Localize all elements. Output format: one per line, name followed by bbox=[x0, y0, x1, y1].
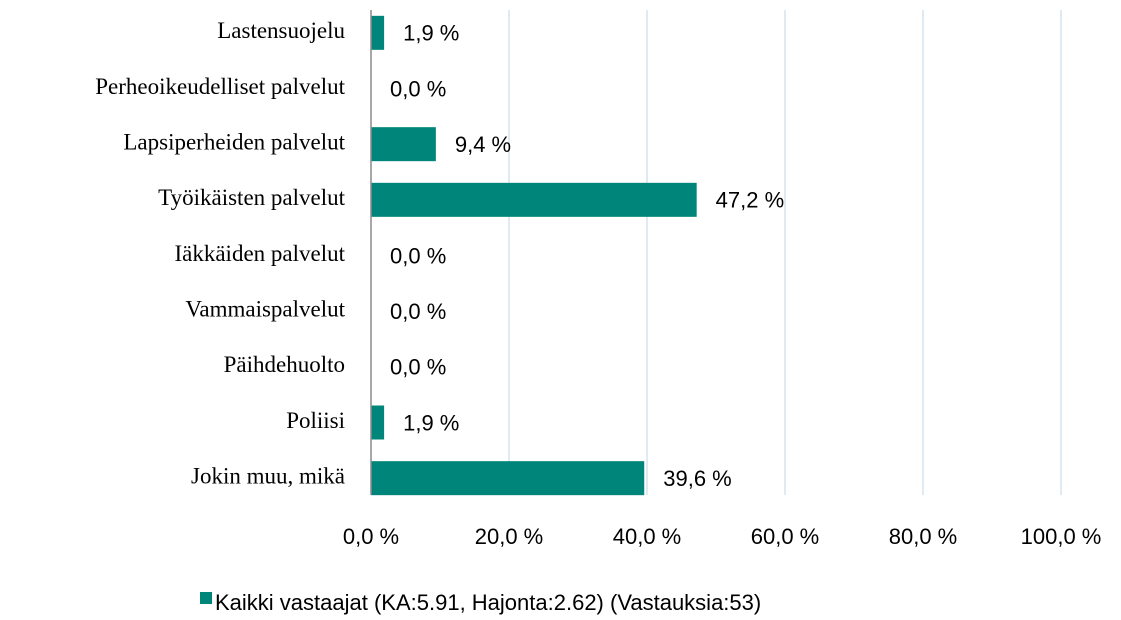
bar bbox=[371, 182, 697, 217]
data-label: 0,0 % bbox=[390, 243, 446, 268]
y-tick-label: Poliisi bbox=[286, 408, 345, 433]
x-tick-label: 60,0 % bbox=[751, 524, 820, 549]
x-tick-label: 80,0 % bbox=[889, 524, 958, 549]
bar bbox=[371, 15, 385, 50]
data-label: 47,2 % bbox=[716, 188, 785, 213]
data-label: 0,0 % bbox=[390, 76, 446, 101]
data-label: 1,9 % bbox=[403, 410, 459, 435]
y-tick-label: Työikäisten palvelut bbox=[158, 185, 345, 210]
data-label: 0,0 % bbox=[390, 355, 446, 380]
bar bbox=[371, 405, 385, 440]
bar bbox=[371, 127, 436, 162]
y-tick-label: Perheoikeudelliset palvelut bbox=[95, 74, 345, 99]
x-tick-label: 40,0 % bbox=[613, 524, 682, 549]
data-label: 0,0 % bbox=[390, 299, 446, 324]
legend-label: Kaikki vastaajat (KA:5.91, Hajonta:2.62)… bbox=[215, 590, 761, 615]
x-tick-label: 20,0 % bbox=[475, 524, 544, 549]
y-tick-label: Jokin muu, mikä bbox=[191, 463, 345, 488]
x-tick-label: 0,0 % bbox=[343, 524, 399, 549]
data-label: 1,9 % bbox=[403, 21, 459, 46]
y-tick-label: Vammaispalvelut bbox=[185, 296, 345, 321]
legend-swatch bbox=[200, 592, 212, 604]
y-tick-label: Lapsiperheiden palvelut bbox=[123, 129, 345, 154]
y-tick-label: Lastensuojelu bbox=[217, 18, 345, 43]
x-tick-label: 100,0 % bbox=[1021, 524, 1102, 549]
bar bbox=[371, 461, 645, 496]
y-tick-label: Päihdehuolto bbox=[224, 352, 345, 377]
y-tick-label: Iäkkäiden palvelut bbox=[174, 241, 345, 266]
data-label: 9,4 % bbox=[455, 132, 511, 157]
data-label: 39,6 % bbox=[663, 466, 732, 491]
